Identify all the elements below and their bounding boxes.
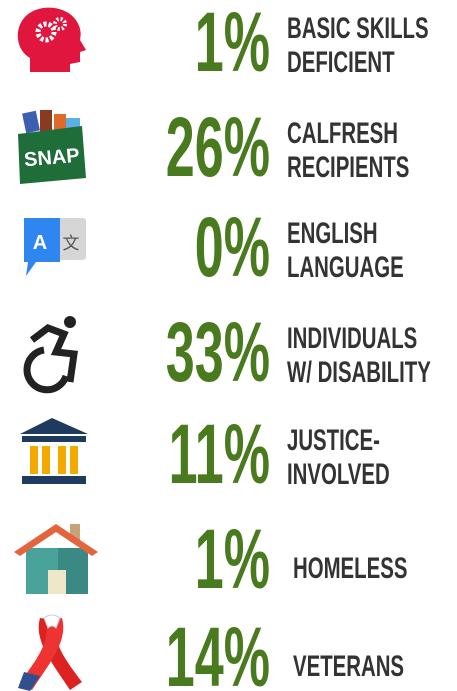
label: DEFICIENT [287,46,395,79]
icon-translate: A 文 [24,218,86,276]
icon-snap: SNAP [18,110,86,184]
translate-cjk: 文 [63,234,80,253]
percent: 14% [166,610,270,691]
label: VETERANS [293,650,404,683]
label: CALFRESH [287,117,398,150]
percent: 1% [195,0,270,89]
percent: 1% [195,512,270,606]
label: W/ DISABILITY [287,356,431,389]
label: JUSTICE- [287,424,380,457]
translate-a: A [33,232,47,254]
label: BASIC SKILLS [287,12,429,45]
percent: 11% [169,407,270,501]
label: ENGLISH [287,217,378,250]
percent: 33% [166,305,270,399]
icon-courthouse [20,418,88,484]
icon-head [17,7,86,72]
snap-text: SNAP [23,145,80,172]
icon-accessible [23,316,78,394]
icon-house [14,524,98,594]
label: LANGUAGE [287,251,404,284]
label: RECIPIENTS [287,151,409,184]
percent: 26% [166,100,270,194]
percent: 0% [195,200,270,294]
label: INVOLVED [287,458,390,491]
icon-ribbon [18,614,82,691]
label: HOMELESS [293,552,407,585]
label: INDIVIDUALS [287,322,417,355]
